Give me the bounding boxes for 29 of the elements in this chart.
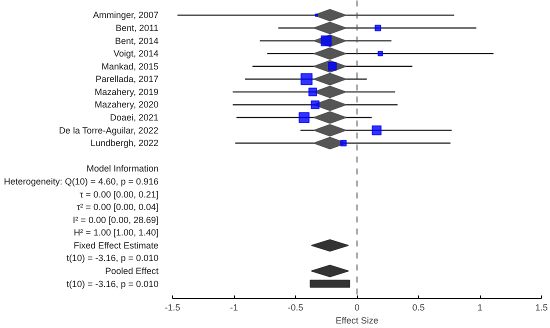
x-tick-label: -1 — [230, 302, 238, 312]
y-tick-label: t(10) = -3.16, p = 0.010 — [66, 278, 158, 289]
y-tick-label: Mankad, 2015 — [101, 61, 159, 72]
y-tick-label: Model Information — [86, 164, 159, 174]
y-tick-label: Bent, 2014 — [114, 36, 159, 46]
y-tick-label: Lundbergh, 2022 — [90, 138, 158, 148]
y-tick-label: τ² = 0.00 [0.00, 0.04] — [76, 202, 159, 212]
y-tick-label: Bent, 2011 — [116, 23, 159, 33]
y-tick-label: Pooled Effect — [105, 266, 159, 276]
y-tick-label: I² = 0.00 [0.00, 28.69] — [72, 214, 158, 225]
y-tick-label: H² = 1.00 [1.00, 1.40] — [74, 228, 159, 238]
y-tick-label: Mazahery, 2020 — [94, 100, 159, 110]
y-tick-label: Voigt, 2014 — [113, 48, 159, 59]
x-tick-label: -1.5 — [164, 302, 180, 312]
x-tick-label: 0 — [354, 302, 360, 312]
x-tick-label: 1.5 — [535, 302, 548, 312]
y-tick-label: Mazahery, 2019 — [94, 86, 159, 97]
y-tick-label: Amminger, 2007 — [92, 10, 159, 20]
x-tick-label: 0.5 — [412, 302, 425, 312]
x-axis-title: Effect Size — [336, 316, 378, 326]
y-tick-label: Heterogeneity: Q(10) = 4.60, p = 0.916 — [4, 176, 159, 186]
y-tick-label: Fixed Effect Estimate — [74, 240, 159, 250]
y-tick-label: t(10) = -3.16, p = 0.010 — [66, 253, 158, 264]
y-tick-label: Parellada, 2017 — [95, 74, 159, 84]
x-tick-label: 1 — [477, 302, 483, 312]
y-tick-label: De la Torre-Aguilar, 2022 — [58, 125, 158, 136]
y-tick-label: τ = 0.00 [0.00, 0.21] — [80, 189, 159, 200]
y-tick-label: Doaei, 2021 — [110, 112, 159, 123]
x-tick-label: -0.5 — [288, 302, 304, 312]
